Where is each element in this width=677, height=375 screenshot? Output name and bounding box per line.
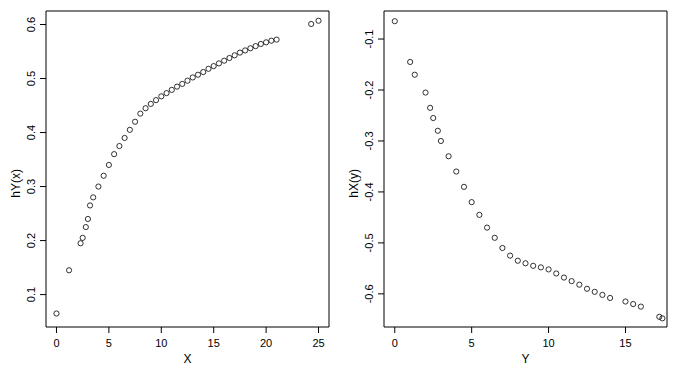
svg-text:0.2: 0.2 — [25, 233, 37, 248]
svg-text:10: 10 — [542, 337, 554, 349]
svg-text:-0.6: -0.6 — [363, 284, 375, 303]
svg-text:20: 20 — [260, 337, 272, 349]
svg-text:-0.2: -0.2 — [363, 81, 375, 100]
svg-text:0: 0 — [53, 337, 59, 349]
svg-text:hY(x): hY(x) — [9, 169, 23, 198]
svg-text:5: 5 — [106, 337, 112, 349]
svg-text:Y: Y — [521, 352, 529, 366]
svg-text:0: 0 — [392, 337, 398, 349]
svg-text:0.1: 0.1 — [25, 287, 37, 302]
svg-text:0.3: 0.3 — [25, 179, 37, 194]
svg-text:hX(y): hX(y) — [347, 169, 361, 198]
svg-text:5: 5 — [469, 337, 475, 349]
svg-text:-0.1: -0.1 — [363, 30, 375, 49]
svg-text:15: 15 — [619, 337, 631, 349]
svg-text:25: 25 — [312, 337, 324, 349]
svg-text:15: 15 — [208, 337, 220, 349]
svg-text:0.4: 0.4 — [25, 125, 37, 140]
svg-text:-0.5: -0.5 — [363, 233, 375, 252]
svg-text:10: 10 — [155, 337, 167, 349]
svg-text:X: X — [183, 352, 191, 366]
svg-text:-0.4: -0.4 — [363, 182, 375, 201]
svg-text:0.6: 0.6 — [25, 17, 37, 32]
svg-text:-0.3: -0.3 — [363, 131, 375, 150]
svg-text:0.5: 0.5 — [25, 71, 37, 86]
